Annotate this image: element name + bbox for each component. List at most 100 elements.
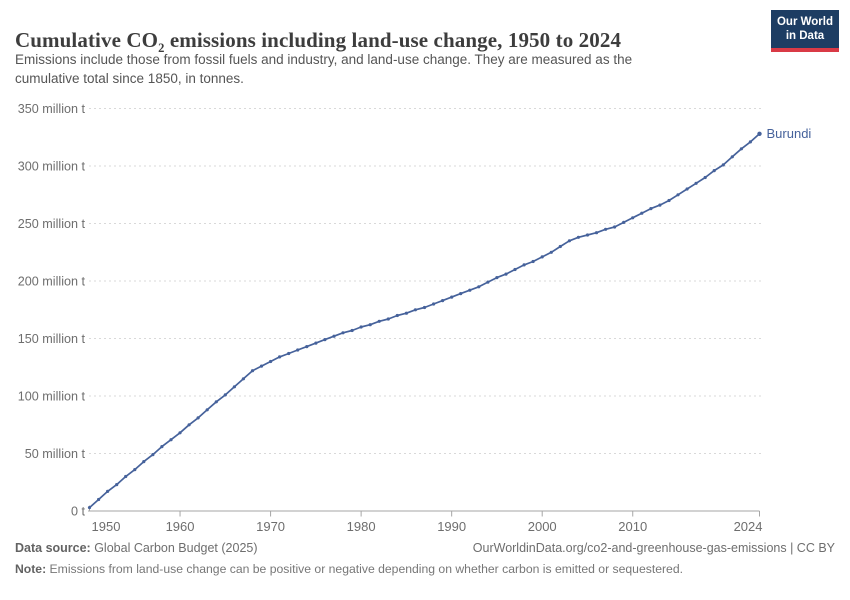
data-point-marker[interactable] [459, 292, 463, 296]
data-point-marker[interactable] [477, 285, 481, 289]
data-point-marker[interactable] [296, 348, 300, 352]
data-point-marker[interactable] [133, 468, 137, 472]
data-point-marker[interactable] [432, 302, 436, 306]
data-point-marker[interactable] [540, 255, 544, 259]
data-point-marker[interactable] [667, 198, 671, 203]
data-point-marker[interactable] [214, 400, 218, 404]
data-point-marker[interactable] [576, 235, 581, 239]
data-point-marker[interactable] [341, 331, 345, 335]
data-point-marker[interactable] [278, 355, 282, 359]
data-point-marker[interactable] [486, 280, 490, 284]
owid-logo-line1: Our World [776, 16, 833, 28]
data-point-marker[interactable] [169, 438, 173, 442]
data-point-marker[interactable] [377, 319, 381, 323]
data-point-marker[interactable] [404, 311, 408, 315]
data-point-marker[interactable] [658, 203, 662, 207]
data-point-marker[interactable] [622, 220, 626, 224]
y-axis-tick-label: 150 million t [18, 332, 86, 346]
series-end-label[interactable]: Burundi [767, 126, 812, 141]
chart-footer: Data source: Global Carbon Budget (2025)… [15, 541, 835, 576]
x-axis-tick-label: 1990 [437, 519, 466, 534]
data-point-marker[interactable] [757, 131, 762, 136]
data-point-marker[interactable] [223, 393, 227, 397]
data-point-marker[interactable] [631, 216, 635, 220]
data-point-marker[interactable] [115, 483, 119, 487]
data-point-marker[interactable] [368, 323, 372, 327]
data-point-marker[interactable] [142, 460, 146, 464]
data-point-marker[interactable] [332, 334, 336, 338]
data-point-marker[interactable] [151, 453, 155, 457]
data-point-marker[interactable] [604, 227, 608, 231]
owid-logo[interactable]: Our World in Data [771, 10, 839, 52]
data-point-marker[interactable] [531, 259, 535, 264]
data-point-marker[interactable] [87, 506, 92, 510]
data-point-marker[interactable] [350, 328, 354, 333]
x-axis-tick-label: 1970 [256, 519, 285, 534]
data-point-marker[interactable] [712, 169, 716, 173]
data-point-marker[interactable] [739, 147, 744, 151]
x-axis-tick-label: 1960 [166, 519, 195, 534]
x-axis-tick-label: 2010 [618, 519, 647, 534]
data-point-marker[interactable] [640, 211, 644, 215]
chart-title: Cumulative CO2 emissions including land-… [15, 28, 622, 56]
data-point-marker[interactable] [124, 474, 128, 479]
data-point-marker[interactable] [649, 207, 653, 211]
data-point-marker[interactable] [748, 140, 753, 144]
y-axis-tick-label: 100 million t [18, 389, 86, 403]
series-line-burundi[interactable] [88, 132, 761, 509]
y-axis-tick-label: 50 million t [25, 447, 86, 461]
co2-subscript: 2 [158, 41, 165, 56]
y-axis-tick-label: 0 t [71, 504, 86, 518]
data-point-marker[interactable] [685, 187, 689, 191]
data-point-marker[interactable] [359, 325, 363, 329]
data-point-marker[interactable] [323, 338, 327, 342]
data-source: Data source: Global Carbon Budget (2025) [15, 541, 258, 555]
data-point-marker[interactable] [97, 497, 101, 502]
data-point-marker[interactable] [395, 313, 399, 318]
chart-subtitle: Emissions include those from fossil fuel… [15, 52, 633, 86]
data-point-marker[interactable] [287, 351, 291, 356]
y-axis-tick-label: 250 million t [18, 217, 86, 231]
data-point-marker[interactable] [178, 431, 182, 435]
data-point-marker[interactable] [422, 305, 427, 310]
data-point-marker[interactable] [730, 155, 734, 159]
x-axis-tick-label: 2000 [528, 519, 557, 534]
data-point-marker[interactable] [613, 225, 617, 229]
data-point-marker[interactable] [721, 163, 725, 167]
data-point-marker[interactable] [232, 385, 236, 389]
data-point-marker[interactable] [694, 181, 698, 185]
data-point-marker[interactable] [314, 341, 318, 345]
chart-note: Note: Emissions from land-use change can… [15, 562, 683, 576]
data-point-marker[interactable] [241, 377, 245, 381]
data-point-marker[interactable] [495, 276, 499, 280]
data-point-marker[interactable] [468, 288, 472, 292]
data-point-marker[interactable] [250, 369, 255, 373]
data-point-marker[interactable] [205, 408, 209, 412]
data-point-marker[interactable] [106, 489, 110, 493]
y-axis-tick-label: 300 million t [18, 159, 86, 173]
data-point-marker[interactable] [522, 263, 526, 267]
x-axis-tick-label: 1980 [347, 519, 376, 534]
data-point-marker[interactable] [187, 423, 191, 427]
owid-citation-link[interactable]: OurWorldinData.org/co2-and-greenhouse-ga… [472, 541, 835, 555]
data-point-marker[interactable] [504, 272, 508, 276]
data-point-marker[interactable] [676, 193, 680, 197]
y-axis-tick-label: 350 million t [18, 102, 86, 116]
data-point-marker[interactable] [450, 295, 454, 299]
data-point-marker[interactable] [441, 299, 445, 303]
data-point-marker[interactable] [196, 416, 200, 420]
data-point-marker[interactable] [305, 345, 309, 349]
data-point-marker[interactable] [160, 445, 164, 449]
data-point-marker[interactable] [567, 239, 572, 243]
data-point-marker[interactable] [558, 244, 562, 249]
data-point-marker[interactable] [594, 231, 599, 235]
data-point-marker[interactable] [413, 308, 417, 312]
data-point-marker[interactable] [513, 267, 517, 272]
data-point-marker[interactable] [585, 233, 590, 237]
data-point-marker[interactable] [259, 364, 264, 368]
data-point-marker[interactable] [549, 250, 553, 254]
data-point-marker[interactable] [386, 317, 390, 321]
data-point-marker[interactable] [703, 175, 707, 180]
data-point-marker[interactable] [269, 359, 273, 364]
